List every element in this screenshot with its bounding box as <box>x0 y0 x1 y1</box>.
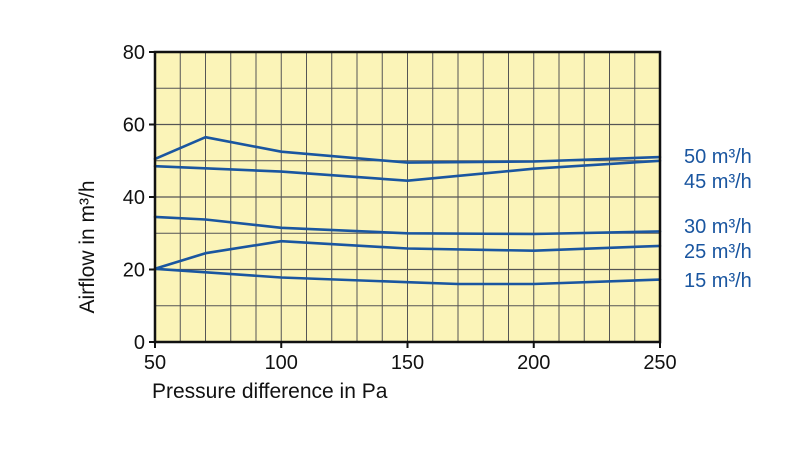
x-tick-label: 200 <box>517 352 550 374</box>
series-label: 45 m³/h <box>684 171 752 193</box>
series-line <box>153 239 662 271</box>
x-tick-labels: 50 100 150 200 250 <box>144 352 677 374</box>
series-label: 50 m³/h <box>684 146 752 168</box>
series-lines <box>153 135 662 286</box>
y-tick-label: 20 <box>123 260 145 282</box>
y-tick-label: 60 <box>123 115 145 137</box>
x-tick-label: 50 <box>144 352 166 374</box>
series-label: 25 m³/h <box>684 241 752 263</box>
y-tick-label: 40 <box>123 187 145 209</box>
series-line <box>153 215 662 236</box>
series-line <box>153 267 662 286</box>
y-axis-title: Airflow in m³/h <box>76 180 99 313</box>
series-label: 30 m³/h <box>684 216 752 238</box>
series-labels: 50 m³/h 45 m³/h 30 m³/h 25 m³/h 15 m³/h <box>684 146 752 292</box>
x-tick-label: 100 <box>265 352 298 374</box>
major-grid <box>155 123 660 271</box>
y-tick-label: 0 <box>134 332 145 354</box>
x-axis-title: Pressure difference in Pa <box>152 380 388 403</box>
y-tick-labels: 0 20 40 60 80 <box>123 42 145 354</box>
y-tick-label: 80 <box>123 42 145 64</box>
series-label: 15 m³/h <box>684 270 752 292</box>
x-tick-label: 250 <box>643 352 676 374</box>
axis-ticks <box>149 51 661 348</box>
x-tick-label: 150 <box>391 352 424 374</box>
series-line <box>153 135 662 164</box>
series-line <box>153 159 662 182</box>
